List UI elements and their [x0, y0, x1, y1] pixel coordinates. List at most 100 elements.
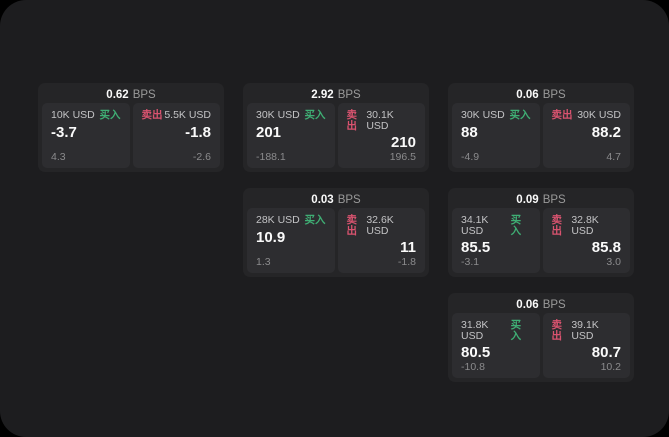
buy-side-label: 买入 — [510, 214, 522, 237]
sell-amount-label: 30K USD — [577, 109, 621, 121]
sell-change-value: -2.6 — [192, 150, 211, 163]
buy-change-value: 4.3 — [51, 150, 66, 163]
cards-grid: 0.62 BPS 10K USD 买入 -3.7 4.3 卖出 5.5K USD… — [38, 83, 634, 382]
buy-panel[interactable]: 34.1K USD 买入 85.5 -3.1 — [452, 208, 540, 273]
buy-amount-label: 30K USD — [256, 109, 300, 121]
sell-panel-top: 卖出 30.1K USD — [347, 110, 417, 131]
buy-panel-top: 31.8K USD 买入 — [461, 320, 531, 341]
buy-change-value: -4.9 — [461, 150, 480, 163]
buy-panel[interactable]: 10K USD 买入 -3.7 4.3 — [42, 103, 130, 168]
sell-change-value: 10.2 — [600, 360, 621, 373]
buy-amount-label: 31.8K USD — [461, 319, 489, 342]
buy-panel-top: 30K USD 买入 — [461, 110, 531, 121]
sell-side-label: 卖出 — [551, 109, 573, 121]
sell-panel-top: 卖出 5.5K USD — [142, 110, 212, 121]
sell-price-value: 11 — [400, 239, 416, 256]
buy-panel-top: 30K USD 买入 — [256, 110, 326, 121]
card-header: 0.06 BPS — [452, 86, 630, 103]
buy-amount-label: 10K USD — [51, 109, 95, 121]
sell-side-label: 卖出 — [551, 214, 563, 237]
sell-change-value: -1.8 — [397, 255, 416, 268]
sell-panel[interactable]: 卖出 5.5K USD -1.8 -2.6 — [132, 103, 220, 168]
buy-side-label: 买入 — [510, 319, 522, 342]
buy-price-value: 201 — [256, 123, 282, 141]
buy-price-value: 85.5 — [461, 239, 491, 256]
buy-panel[interactable]: 30K USD 买入 88 -4.9 — [452, 103, 540, 168]
quote-panels: 30K USD 买入 88 -4.9 卖出 30K USD 88.2 4.7 — [452, 103, 630, 168]
sell-price-value: 80.7 — [591, 344, 621, 361]
quote-panels: 30K USD 买入 201 -188.1 卖出 30.1K USD 210 1… — [247, 103, 425, 168]
bps-unit-label: BPS — [337, 193, 361, 206]
sell-price-value: 85.8 — [591, 239, 621, 256]
buy-price-value: 10.9 — [256, 228, 286, 246]
bps-unit-label: BPS — [542, 298, 566, 311]
bps-unit-label: BPS — [542, 193, 566, 206]
buy-change-value: -10.8 — [461, 360, 485, 373]
sell-panel-top: 卖出 30K USD — [552, 110, 622, 121]
bps-value: 0.09 — [516, 193, 539, 206]
buy-change-value: 1.3 — [256, 255, 271, 268]
card-header: 0.03 BPS — [247, 191, 425, 208]
sell-panel-top: 卖出 39.1K USD — [552, 320, 622, 341]
sell-price-value: 210 — [390, 134, 416, 151]
buy-panel-top: 10K USD 买入 — [51, 110, 121, 121]
buy-amount-label: 30K USD — [461, 109, 505, 121]
card-header: 0.06 BPS — [452, 296, 630, 313]
sell-side-label: 卖出 — [346, 214, 358, 237]
bps-value: 0.06 — [516, 88, 539, 101]
sell-side-label: 卖出 — [346, 109, 358, 132]
quote-panels: 31.8K USD 买入 80.5 -10.8 卖出 39.1K USD 80.… — [452, 313, 630, 378]
sell-panel[interactable]: 卖出 30K USD 88.2 4.7 — [542, 103, 630, 168]
buy-panel-top: 28K USD 买入 — [256, 215, 326, 226]
quote-card: 0.06 BPS 31.8K USD 买入 80.5 -10.8 卖出 39.1… — [448, 293, 634, 382]
sell-panel[interactable]: 卖出 32.6K USD 11 -1.8 — [337, 208, 425, 273]
sell-price-value: -1.8 — [185, 123, 211, 141]
sell-change-value: 196.5 — [389, 150, 416, 163]
quote-panels: 34.1K USD 买入 85.5 -3.1 卖出 32.8K USD 85.8… — [452, 208, 630, 273]
sell-panel[interactable]: 卖出 39.1K USD 80.7 10.2 — [542, 313, 630, 378]
card-header: 2.92 BPS — [247, 86, 425, 103]
sell-change-value: 3.0 — [606, 255, 621, 268]
sell-panel-top: 卖出 32.8K USD — [552, 215, 622, 236]
bps-value: 2.92 — [311, 88, 334, 101]
sell-amount-label: 30.1K USD — [366, 109, 394, 132]
card-header: 0.09 BPS — [452, 191, 630, 208]
sell-panel[interactable]: 卖出 32.8K USD 85.8 3.0 — [542, 208, 630, 273]
buy-panel[interactable]: 31.8K USD 买入 80.5 -10.8 — [452, 313, 540, 378]
bps-value: 0.62 — [106, 88, 129, 101]
buy-panel[interactable]: 28K USD 买入 10.9 1.3 — [247, 208, 335, 273]
buy-panel[interactable]: 30K USD 买入 201 -188.1 — [247, 103, 335, 168]
sell-amount-label: 32.6K USD — [366, 214, 394, 237]
sell-amount-label: 32.8K USD — [571, 214, 599, 237]
quote-card: 0.09 BPS 34.1K USD 买入 85.5 -3.1 卖出 32.8K… — [448, 188, 634, 277]
buy-change-value: -3.1 — [461, 255, 480, 268]
sell-amount-label: 5.5K USD — [164, 109, 211, 121]
quote-card: 0.06 BPS 30K USD 买入 88 -4.9 卖出 30K USD 8… — [448, 83, 634, 172]
buy-side-label: 买入 — [304, 109, 326, 121]
buy-amount-label: 28K USD — [256, 214, 300, 226]
buy-panel-top: 34.1K USD 买入 — [461, 215, 531, 236]
bps-unit-label: BPS — [542, 88, 566, 101]
buy-change-value: -188.1 — [256, 150, 286, 163]
bps-value: 0.06 — [516, 298, 539, 311]
quote-card: 2.92 BPS 30K USD 买入 201 -188.1 卖出 30.1K … — [243, 83, 429, 172]
sell-amount-label: 39.1K USD — [571, 319, 599, 342]
buy-price-value: 80.5 — [461, 344, 491, 361]
sell-panel-top: 卖出 32.6K USD — [347, 215, 417, 236]
sell-change-value: 4.7 — [606, 150, 621, 163]
quote-panels: 28K USD 买入 10.9 1.3 卖出 32.6K USD 11 -1.8 — [247, 208, 425, 273]
quote-card: 0.62 BPS 10K USD 买入 -3.7 4.3 卖出 5.5K USD… — [38, 83, 224, 172]
quote-card: 0.03 BPS 28K USD 买入 10.9 1.3 卖出 32.6K US… — [243, 188, 429, 277]
buy-price-value: 88 — [461, 123, 478, 141]
buy-side-label: 买入 — [99, 109, 121, 121]
buy-side-label: 买入 — [304, 214, 326, 226]
sell-price-value: 88.2 — [591, 123, 621, 141]
bps-value: 0.03 — [311, 193, 334, 206]
buy-amount-label: 34.1K USD — [461, 214, 489, 237]
quote-panels: 10K USD 买入 -3.7 4.3 卖出 5.5K USD -1.8 -2.… — [42, 103, 220, 168]
sell-side-label: 卖出 — [141, 109, 163, 121]
buy-side-label: 买入 — [509, 109, 531, 121]
bps-unit-label: BPS — [132, 88, 156, 101]
sell-panel[interactable]: 卖出 30.1K USD 210 196.5 — [337, 103, 425, 168]
